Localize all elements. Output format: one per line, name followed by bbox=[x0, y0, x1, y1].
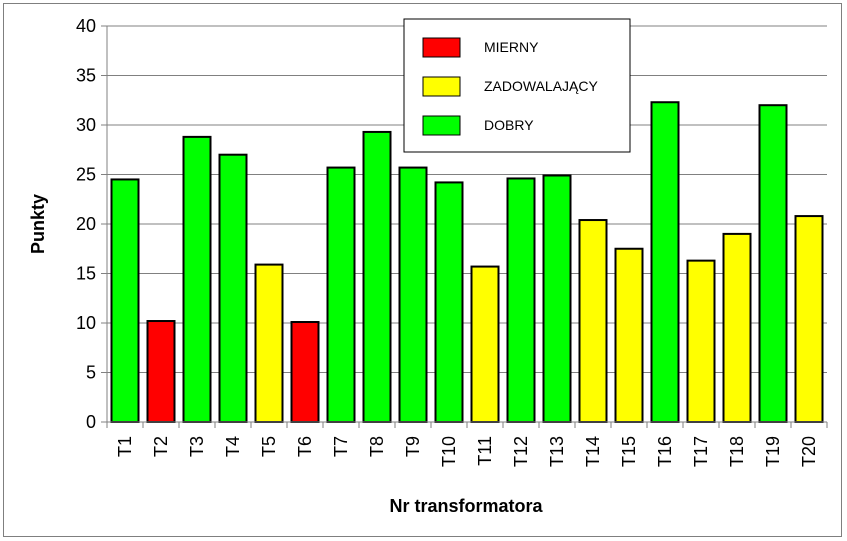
bar-T7 bbox=[326, 166, 356, 423]
bar-T13 bbox=[542, 174, 572, 423]
y-tick-label: 0 bbox=[86, 412, 96, 432]
x-tick-label: T4 bbox=[223, 436, 243, 457]
x-tick-label: T17 bbox=[691, 436, 711, 467]
x-tick-label: T18 bbox=[727, 436, 747, 467]
legend-label: ZADOWALAJĄCY bbox=[484, 78, 598, 94]
bar-T15 bbox=[614, 247, 644, 423]
bar-T12 bbox=[506, 177, 536, 423]
bar-T3 bbox=[182, 135, 212, 423]
y-tick-label: 5 bbox=[86, 363, 96, 383]
bar-T19 bbox=[758, 104, 788, 423]
bar-T16 bbox=[650, 101, 680, 423]
x-tick-label: T9 bbox=[403, 436, 423, 457]
legend-label: MIERNY bbox=[484, 39, 539, 55]
x-tick-label: T15 bbox=[619, 436, 639, 467]
bar-T14 bbox=[578, 219, 608, 423]
x-tick-label: T1 bbox=[115, 436, 135, 457]
bar-T20 bbox=[794, 215, 824, 423]
y-tick-label: 35 bbox=[76, 66, 96, 86]
x-tick-label: T7 bbox=[331, 436, 351, 457]
x-tick-label: T2 bbox=[151, 436, 171, 457]
x-tick-label: T6 bbox=[295, 436, 315, 457]
x-tick-label: T3 bbox=[187, 436, 207, 457]
x-tick-label: T16 bbox=[655, 436, 675, 467]
bar-T1 bbox=[110, 178, 140, 423]
legend: MIERNY ZADOWALAJĄCY DOBRY bbox=[403, 18, 631, 153]
x-tick-label: T19 bbox=[763, 436, 783, 467]
y-tick-label: 20 bbox=[76, 214, 96, 234]
bar-T10 bbox=[434, 181, 464, 423]
y-tick-label: 10 bbox=[76, 313, 96, 333]
bar-T4 bbox=[218, 153, 248, 423]
bar-T17 bbox=[686, 259, 716, 423]
x-tick-label: T11 bbox=[475, 436, 495, 466]
bar-T9 bbox=[398, 166, 428, 423]
legend-swatch bbox=[422, 115, 461, 136]
y-tick-label: 25 bbox=[76, 165, 96, 185]
bar-T2 bbox=[146, 320, 176, 423]
x-tick-label: T14 bbox=[583, 436, 603, 467]
bar-T6 bbox=[290, 321, 320, 424]
bar-T11 bbox=[470, 265, 500, 423]
y-tick-labels: 0 5 10 15 20 25 30 35 40 bbox=[76, 16, 96, 432]
y-axis-title: Punkty bbox=[28, 194, 48, 254]
bars bbox=[110, 101, 824, 424]
bar-T5 bbox=[254, 263, 284, 423]
legend-label: DOBRY bbox=[484, 117, 534, 133]
legend-swatch bbox=[422, 76, 461, 97]
bar-T18 bbox=[722, 232, 752, 423]
x-tick-label: T8 bbox=[367, 436, 387, 457]
x-tick-label: T20 bbox=[799, 436, 819, 467]
x-tick-label: T12 bbox=[511, 436, 531, 467]
x-tick-labels: T1 T2 T3 T4 T5 T6 T7 T8 T9 T10 T11 T12 T13 T14 T15 T16 T… bbox=[106, 422, 828, 467]
legend-swatch bbox=[422, 37, 461, 58]
x-tick-label: T5 bbox=[259, 436, 279, 457]
bar-T8 bbox=[362, 130, 392, 423]
y-tick-label: 30 bbox=[76, 115, 96, 135]
x-tick-label: T10 bbox=[439, 436, 459, 467]
x-tick-label: T13 bbox=[547, 436, 567, 467]
y-tick-label: 40 bbox=[76, 16, 96, 36]
y-tick-label: 15 bbox=[76, 264, 96, 284]
x-axis-title: Nr transformatora bbox=[389, 496, 543, 516]
